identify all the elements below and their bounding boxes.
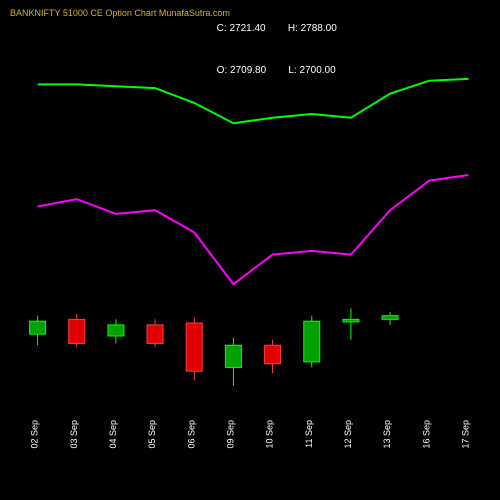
- candle-body: [30, 321, 46, 334]
- low-label: L:: [288, 65, 296, 76]
- x-axis-label: 03 Sep: [69, 420, 79, 449]
- close-label: C:: [217, 23, 227, 34]
- x-axis-label: 10 Sep: [265, 420, 275, 449]
- x-axis-label: 13 Sep: [382, 420, 392, 449]
- x-axis-label: 11 Sep: [304, 420, 314, 448]
- x-axis-label: 17 Sep: [460, 420, 470, 449]
- x-axis-label: 02 Sep: [30, 420, 40, 449]
- candle-body: [186, 323, 202, 371]
- x-axis-label: 12 Sep: [343, 420, 353, 449]
- candle-body: [69, 319, 85, 343]
- x-axis-label: 09 Sep: [225, 420, 235, 449]
- open-value: 2709.80: [230, 65, 266, 76]
- lower-band-line: [38, 175, 469, 284]
- candle-body: [304, 321, 320, 362]
- candle-body: [147, 325, 163, 344]
- high-label: H:: [288, 23, 298, 34]
- x-axis-label: 16 Sep: [421, 420, 431, 449]
- candle-body: [225, 345, 241, 367]
- low-value: 2700.00: [300, 65, 336, 76]
- x-axis-label: 04 Sep: [108, 420, 118, 449]
- candle-body: [343, 319, 359, 322]
- candle-body: [382, 316, 398, 320]
- open-label: O:: [217, 65, 228, 76]
- candle-body: [108, 325, 124, 336]
- x-axis-label: 06 Sep: [186, 420, 196, 449]
- candle-body: [265, 345, 281, 364]
- high-value: 2788.00: [301, 23, 337, 34]
- chart-container: BANKNIFTY 51000 CE Option Chart MunafaSu…: [0, 0, 500, 500]
- close-value: 2721.40: [229, 23, 265, 34]
- ohlc-readout: C: 2721.40 H: 2788.00 O: 2709.80 L: 2700…: [200, 8, 337, 92]
- chart-title: BANKNIFTY 51000 CE Option Chart MunafaSu…: [10, 8, 230, 18]
- x-axis-label: 05 Sep: [147, 420, 157, 449]
